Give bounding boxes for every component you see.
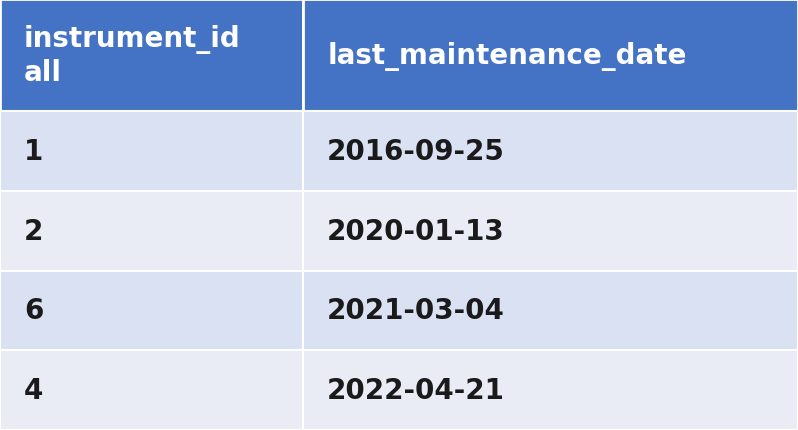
Bar <box>0 350 303 430</box>
Bar <box>0 0 303 112</box>
Bar <box>303 112 798 191</box>
Text: 2021-03-04: 2021-03-04 <box>327 297 505 325</box>
Text: 1: 1 <box>24 138 43 166</box>
Bar <box>303 191 798 271</box>
Text: 6: 6 <box>24 297 43 325</box>
Text: 2: 2 <box>24 217 43 245</box>
Bar <box>0 191 303 271</box>
Text: 2022-04-21: 2022-04-21 <box>327 376 505 404</box>
Text: 2016-09-25: 2016-09-25 <box>327 138 505 166</box>
Text: 2020-01-13: 2020-01-13 <box>327 217 505 245</box>
Text: last_maintenance_date: last_maintenance_date <box>327 41 686 71</box>
Bar <box>303 0 798 112</box>
Text: instrument_id
all: instrument_id all <box>24 25 241 86</box>
Text: 4: 4 <box>24 376 43 404</box>
Bar <box>303 350 798 430</box>
Bar <box>303 271 798 350</box>
Bar <box>0 271 303 350</box>
Bar <box>0 112 303 191</box>
